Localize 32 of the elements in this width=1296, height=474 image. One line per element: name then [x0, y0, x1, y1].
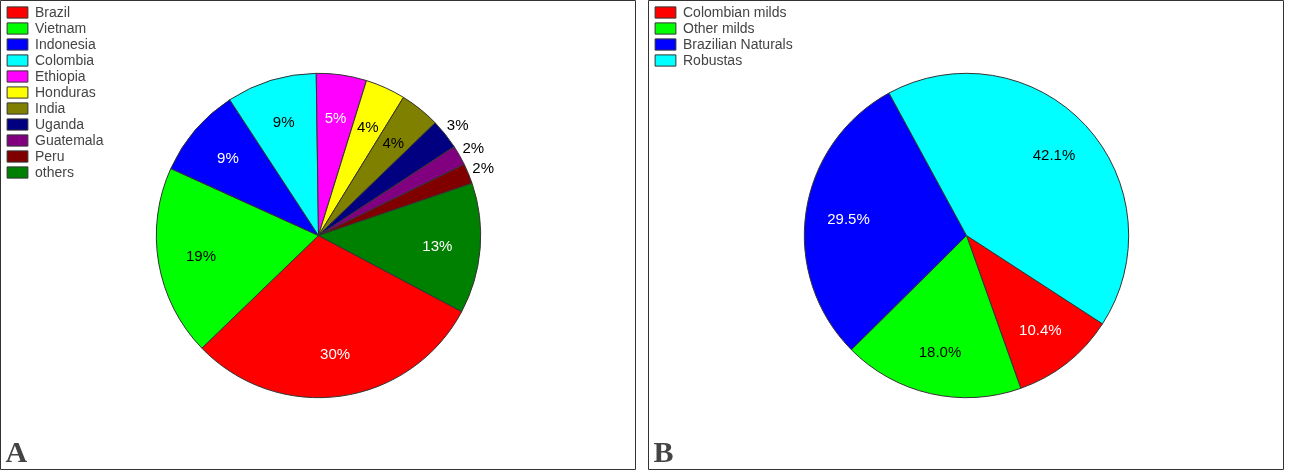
data-label: 4%	[356, 118, 379, 136]
legend-label: Vietnam	[35, 20, 87, 36]
data-label: 3%	[446, 115, 469, 133]
data-label: 29.5%	[827, 209, 870, 227]
data-label: 5%	[324, 108, 347, 126]
legend-label: Uganda	[35, 116, 85, 132]
text: A	[5, 434, 28, 468]
data-label: 13%	[422, 236, 453, 254]
legend-label: Brazilian Naturals	[683, 36, 793, 52]
legend-label: India	[35, 100, 66, 116]
data-label: 9%	[272, 112, 295, 130]
legend-label: Indonesia	[35, 36, 96, 52]
legend-label: Robustas	[683, 52, 743, 68]
legend-label: Other milds	[683, 20, 755, 36]
legend-label: Honduras	[35, 84, 96, 100]
data-label: 10.4%	[1019, 320, 1062, 338]
data-label: 9%	[217, 149, 239, 167]
legend-label: Colombia	[35, 52, 95, 68]
legend-label: Guatemala	[35, 132, 104, 148]
data-label: 2%	[472, 159, 494, 177]
legend-label: Peru	[35, 148, 65, 164]
legend-label: Colombian milds	[683, 4, 787, 20]
data-label: 19%	[185, 247, 217, 265]
text: B	[653, 434, 674, 468]
data-label: 42.1%	[1032, 146, 1076, 164]
data-label: 30%	[320, 345, 351, 363]
data-label: 4%	[382, 134, 405, 152]
legend-label: Brazil	[35, 4, 71, 20]
data-label: 18.0%	[918, 343, 962, 361]
data-label: 2%	[462, 139, 485, 157]
legend-label: others	[35, 164, 74, 180]
legend-label: Ethiopia	[35, 68, 86, 84]
